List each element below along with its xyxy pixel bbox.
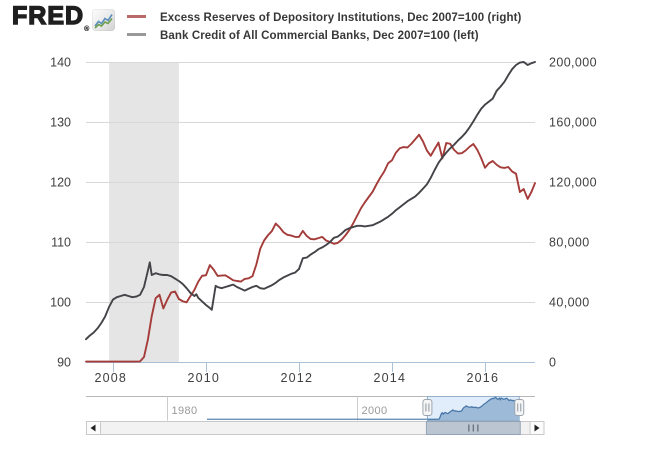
chart-header: FRED® Excess Reserves of Depository Inst… xyxy=(0,0,650,48)
navigator-axis-label: 2000 xyxy=(362,405,388,417)
x-axis-label: 2012 xyxy=(280,371,313,385)
navigator-handle-right[interactable] xyxy=(514,399,525,416)
y-axis-left-label: 120 xyxy=(50,176,71,190)
left-triangle-icon xyxy=(90,424,96,432)
series-line-excess-reserves[interactable] xyxy=(85,133,536,363)
recession-band xyxy=(109,62,179,362)
fred-logo-text: FRED xyxy=(11,1,85,30)
y-axis-left-label: 110 xyxy=(51,236,71,250)
legend-label-bank-credit: Bank Credit of All Commercial Banks, Dec… xyxy=(160,30,479,42)
y-axis-right-label: 120,000 xyxy=(549,176,597,190)
y-axis-left-label: 100 xyxy=(50,296,71,310)
fred-sparkline-icon xyxy=(92,9,115,31)
series-line-bank-credit[interactable] xyxy=(85,61,536,341)
legend-label-excess-reserves: Excess Reserves of Depository Institutio… xyxy=(160,12,522,24)
legend-swatch-bank-credit xyxy=(127,33,146,36)
y-axis-right-label: 80,000 xyxy=(549,236,590,250)
x-axis-label: 2010 xyxy=(187,371,220,385)
navigator-axis-label: 1980 xyxy=(172,405,198,417)
y-axis-right-label: 40,000 xyxy=(549,296,590,310)
x-axis-label: 2014 xyxy=(373,371,406,385)
y-axis-left-label: 140 xyxy=(50,56,71,70)
fred-logo: FRED® xyxy=(11,1,90,33)
navigator-area xyxy=(427,397,520,420)
x-axis-label: 2016 xyxy=(467,371,500,385)
right-triangle-icon xyxy=(534,424,540,432)
y-axis-left-label: 130 xyxy=(50,116,71,130)
x-axis-label: 2008 xyxy=(94,371,127,385)
legend-item-bank-credit: Bank Credit of All Commercial Banks, Dec… xyxy=(127,26,521,44)
navigator-handle-left[interactable] xyxy=(422,399,433,416)
chart-legend: Excess Reserves of Depository Institutio… xyxy=(127,8,521,44)
y-axis-left-label: 90 xyxy=(57,356,71,370)
y-axis-right-label: 160,000 xyxy=(549,116,597,130)
registered-trademark-icon: ® xyxy=(84,26,90,33)
legend-item-excess-reserves: Excess Reserves of Depository Institutio… xyxy=(127,8,521,26)
navigator-area-line xyxy=(427,396,520,420)
y-axis-right-label: 200,000 xyxy=(549,56,597,70)
legend-swatch-excess-reserves xyxy=(127,15,146,18)
y-axis-right-label: 0 xyxy=(549,356,556,370)
